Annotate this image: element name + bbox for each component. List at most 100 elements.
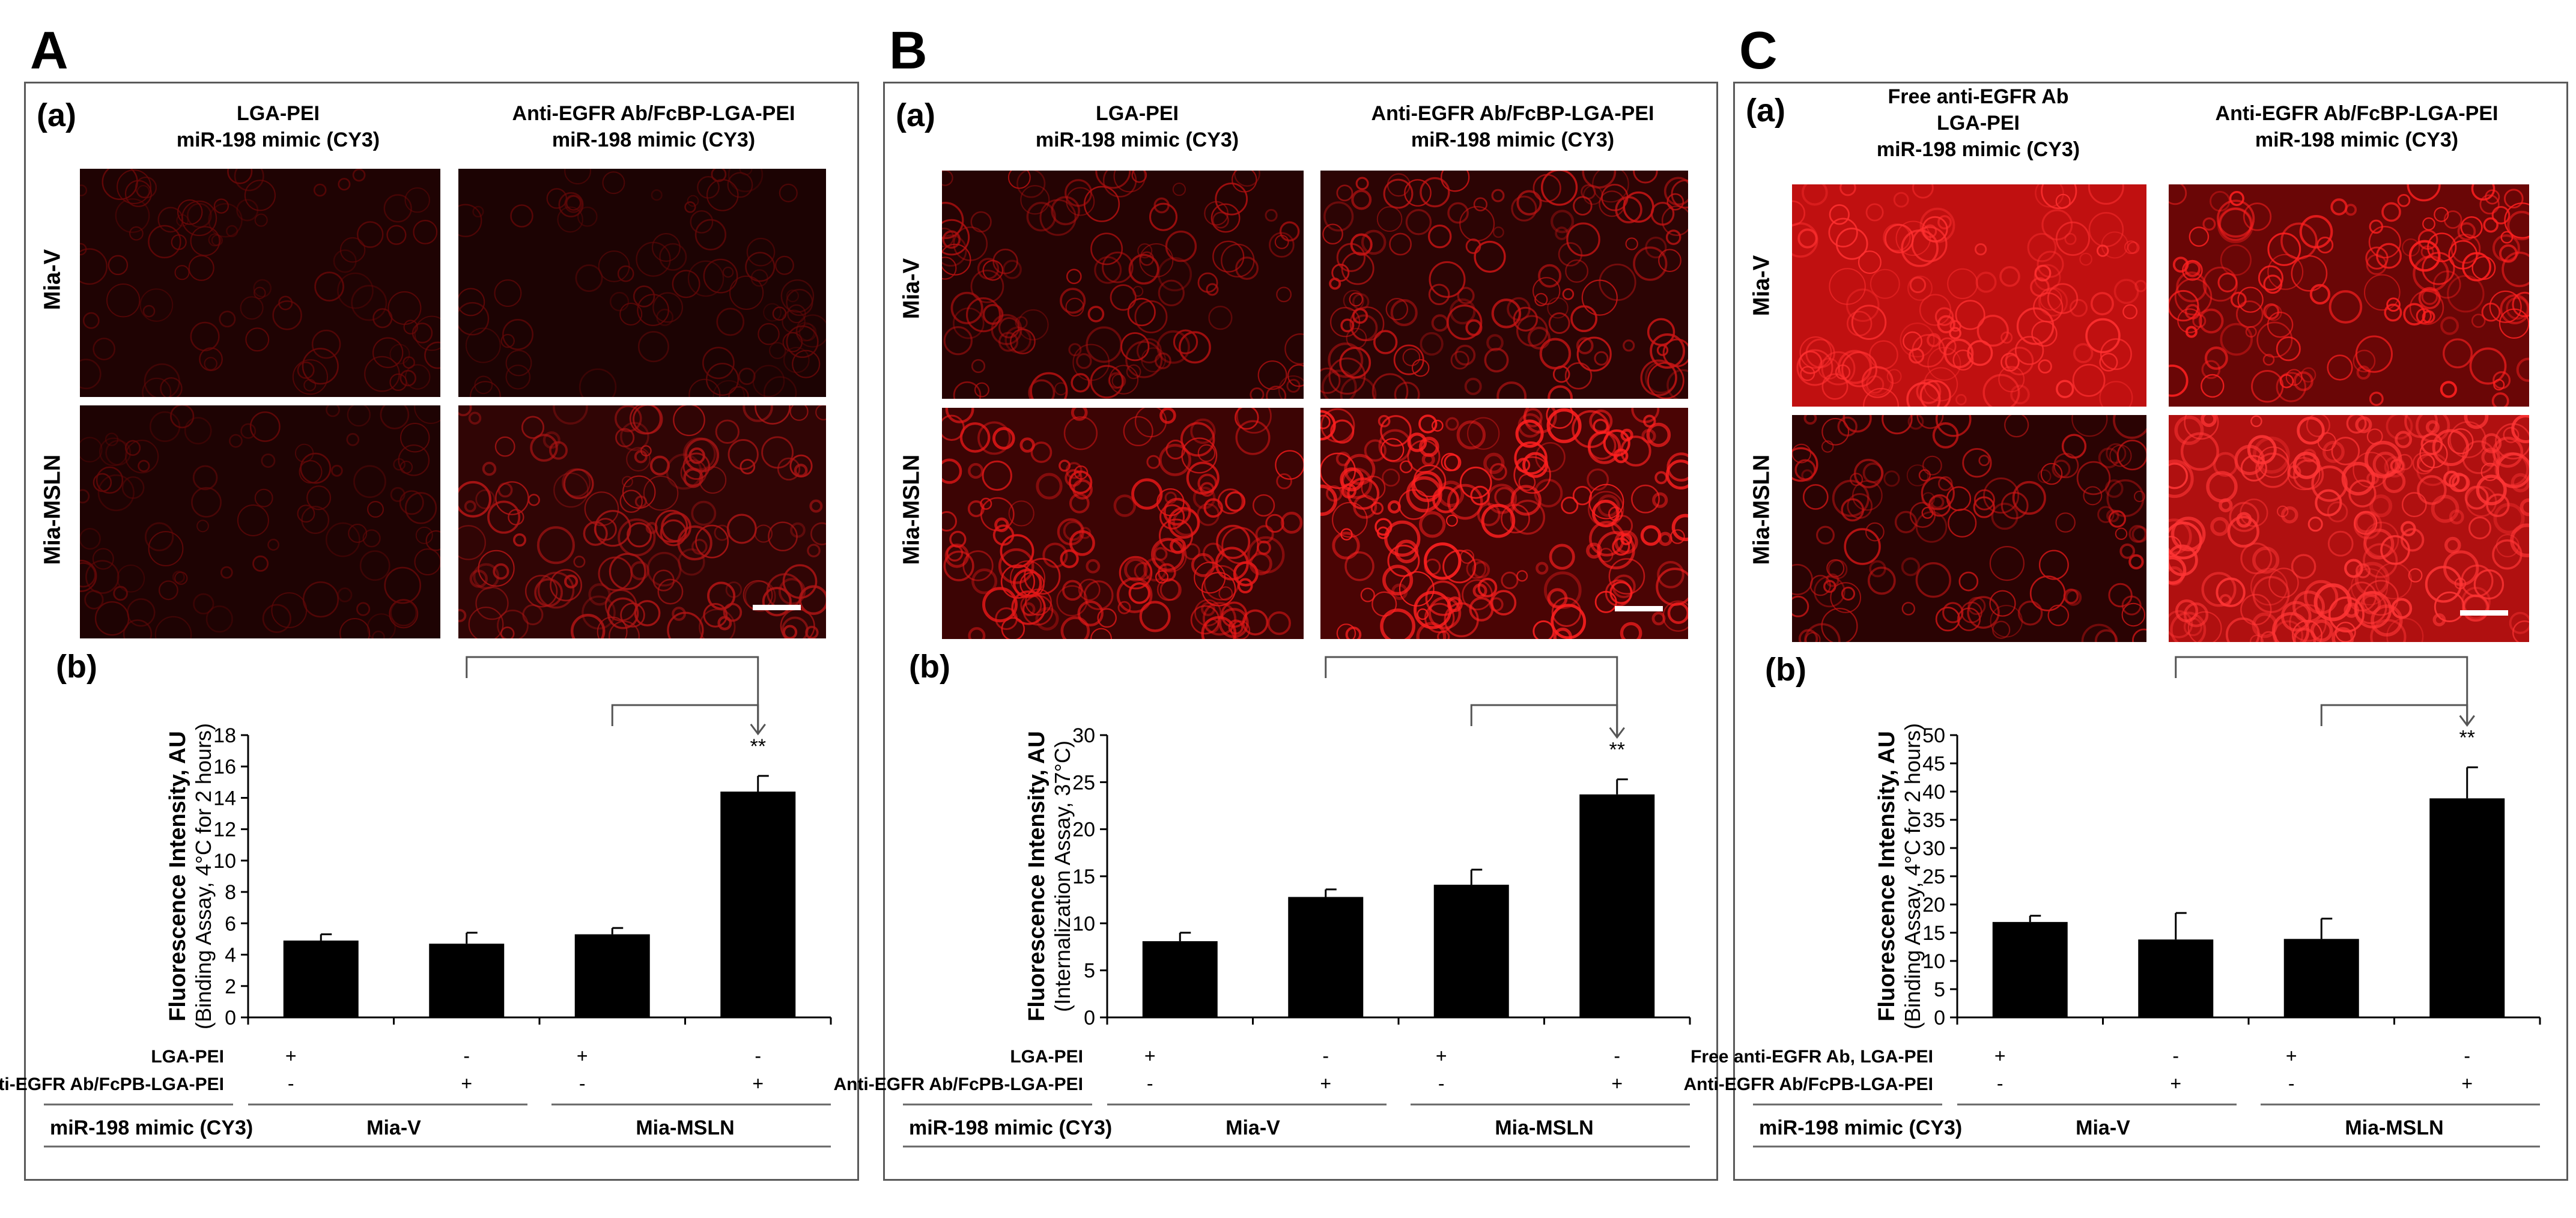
condition-mark: - [1438, 1073, 1445, 1094]
y-axis-title: Fluorescence Intensity, AU [1024, 731, 1050, 1022]
y-tick-label: 40 [1922, 781, 1945, 804]
condition-mark: + [2461, 1073, 2473, 1094]
bar [1288, 897, 1364, 1017]
micrograph-image [1320, 408, 1688, 639]
condition-mark: + [577, 1045, 588, 1067]
significance-bracket [466, 656, 759, 734]
image-sublabel: (a) [1746, 92, 1785, 129]
panel-b: (a) LGA-PEI miR-198 mimic (CY3) Anti-EGF… [833, 82, 1718, 1181]
y-tick-label: 10 [1072, 912, 1095, 935]
bar-chart: 0 5 10 15 20 25 30 Fluorescence Intensity, AU (I… [833, 656, 1691, 1148]
micrograph-image [1320, 171, 1688, 399]
y-tick-label: 10 [213, 850, 236, 873]
cell-texture [1320, 171, 1688, 399]
condition-mark: + [285, 1045, 297, 1067]
micrograph-image [1792, 184, 2146, 407]
scale-bar [753, 605, 801, 610]
significance-arrowhead [1609, 727, 1625, 739]
cell-texture [942, 408, 1304, 639]
bar-chart: 0 2 4 6 8 10 12 14 16 18 Fluorescence Intensity, A… [0, 656, 832, 1148]
y-tick-label: 20 [1072, 819, 1095, 841]
condition-mark: + [2286, 1045, 2297, 1067]
y-axis-title: Fluorescence Intensity, AU [165, 731, 190, 1022]
column-title-left: LGA-PEI miR-198 mimic (CY3) [1035, 102, 1239, 151]
bar [1433, 885, 1509, 1017]
y-tick-label: 14 [213, 787, 236, 810]
scale-bar [2460, 610, 2508, 616]
micrograph-image [942, 408, 1304, 639]
group-label-mia-v: Mia-V [366, 1116, 421, 1139]
y-tick-label: 18 [213, 724, 236, 747]
chart-sublabel: (b) [909, 649, 950, 685]
y-tick-label: 0 [225, 1007, 236, 1029]
condition-mark: + [1611, 1073, 1623, 1094]
y-tick-label: 20 [1922, 894, 1945, 917]
chart-sublabel: (b) [1765, 652, 1806, 688]
condition-mark: + [752, 1073, 764, 1094]
cell-texture [1320, 408, 1688, 639]
row-label-mia-msln: Mia-MSLN [40, 454, 65, 565]
y-tick-label: 2 [225, 975, 236, 998]
micrograph-image [458, 405, 826, 638]
significance-arrowhead [750, 723, 766, 736]
condition-mark: - [2172, 1045, 2179, 1067]
y-tick-label: 0 [1934, 1007, 1945, 1029]
bar [2283, 939, 2359, 1017]
condition-mark: - [1614, 1045, 1620, 1067]
column-title-left: Free anti-EGFR Ab LGA-PEI miR-198 mimic … [1876, 85, 2080, 161]
row-label-mia-msln: Mia-MSLN [1749, 454, 1775, 565]
y-axis-title: Fluorescence Intensity, AU [1874, 731, 1900, 1022]
significance-bracket [611, 704, 759, 734]
y-tick-label: 30 [1072, 724, 1095, 747]
y-tick-label: 25 [1922, 865, 1945, 888]
y-tick-label: 15 [1072, 865, 1095, 888]
y-tick-label: 45 [1922, 753, 1945, 775]
group-label-mia-msln: Mia-MSLN [1495, 1116, 1593, 1139]
bar [429, 944, 505, 1017]
y-tick-label: 12 [213, 819, 236, 841]
row-label-mia-msln: Mia-MSLN [899, 454, 925, 565]
y-axis-subtitle: (Internalization Assay, 37°C) [1050, 741, 1075, 1012]
panel-a: (a) LGA-PEI miR-198 mimic (CY3) Anti-EGF… [0, 82, 859, 1181]
y-tick-label: 15 [1922, 922, 1945, 945]
significance-arrowhead [2459, 715, 2475, 727]
y-tick-label: 50 [1922, 724, 1945, 747]
cell-texture [458, 169, 826, 397]
micrograph-image [942, 171, 1304, 399]
condition-mark: - [755, 1045, 761, 1067]
y-tick-label: 10 [1922, 950, 1945, 973]
group-label-mia-v: Mia-V [1226, 1116, 1280, 1139]
micrograph-image [2169, 184, 2529, 407]
row-label-mia-v: Mia-V [899, 258, 925, 320]
y-axis-subtitle: (Binding Assay, 4°C for 2 hours) [1900, 723, 1925, 1029]
y-tick-label: 35 [1922, 809, 1945, 832]
row-label-mia-v: Mia-V [1749, 255, 1775, 317]
micrograph-image [458, 169, 826, 397]
condition-label: Free anti-EGFR Ab, LGA-PEI [1690, 1047, 1933, 1067]
condition-mark: + [1436, 1045, 1447, 1067]
condition-mark: - [2464, 1045, 2470, 1067]
significance-bracket [2320, 704, 2468, 726]
panel-letter-c: C [1739, 20, 1778, 80]
y-tick-label: 6 [225, 912, 236, 935]
condition-mark: - [463, 1045, 470, 1067]
cell-texture [1792, 184, 2146, 407]
micrograph-image [2169, 415, 2529, 642]
condition-label: LGA-PEI [1010, 1047, 1083, 1067]
chart-sublabel: (b) [56, 649, 97, 685]
y-tick-label: 5 [1934, 978, 1945, 1001]
condition-label: Anti-EGFR Ab/FcPB-LGA-PEI [833, 1074, 1083, 1094]
condition-label: Anti-EGFR Ab/FcPB-LGA-PEI [1683, 1074, 1933, 1094]
significance-marker: ** [750, 735, 766, 758]
condition-mark: - [2288, 1073, 2295, 1094]
footer-label: miR-198 mimic (CY3) [909, 1116, 1112, 1139]
bar [283, 941, 359, 1017]
significance-marker: ** [2459, 727, 2475, 750]
micrograph-image [80, 405, 440, 638]
cell-texture [1792, 415, 2146, 642]
row-label-mia-v: Mia-V [40, 249, 65, 311]
scale-bar [1615, 606, 1663, 611]
cell-texture [942, 171, 1304, 399]
condition-mark: + [2170, 1073, 2181, 1094]
column-title-right: Anti-EGFR Ab/FcBP-LGA-PEI miR-198 mimic … [512, 102, 795, 151]
